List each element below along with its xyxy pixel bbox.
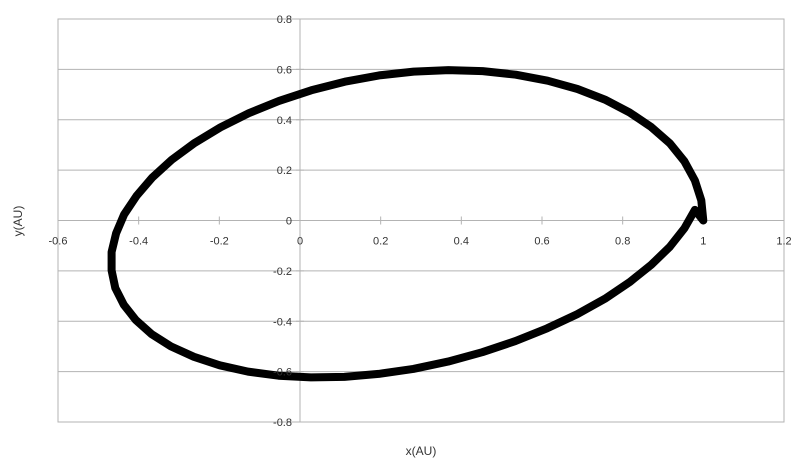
y-tick-label-1: 0.6 <box>277 64 292 76</box>
data-point-0-17 <box>275 97 283 105</box>
data-point-0-29 <box>120 301 128 309</box>
tick-labels: -0.6 -0.4 -0.2 0 0.2 0.4 0.6 0.8 1 1.2 0.8 0.6 0.4 0.… <box>49 14 791 429</box>
data-point-0-42 <box>478 348 486 356</box>
data-point-0-45 <box>573 310 581 318</box>
data-point-0-20 <box>191 139 199 147</box>
data-point-0-41 <box>444 358 452 366</box>
y-axis-title: y(AU) <box>11 206 25 237</box>
data-point-0-5 <box>647 123 655 131</box>
x-tick-label-2: -0.2 <box>210 236 229 248</box>
x-tick-label-0: -0.6 <box>49 236 68 248</box>
data-point-0-36 <box>275 372 283 380</box>
data-point-0-30 <box>132 316 140 324</box>
data-point-0-16 <box>307 86 315 94</box>
y-tick-label-8: -0.8 <box>273 417 292 429</box>
data-point-0-40 <box>409 365 417 373</box>
data-point-0-24 <box>120 210 128 218</box>
data-point-0-8 <box>573 85 581 93</box>
data-point-0-22 <box>148 173 156 181</box>
data-point-0-11 <box>479 67 487 75</box>
x-tick-label-1: -0.4 <box>129 236 148 248</box>
data-point-0-14 <box>375 71 383 79</box>
data-point-0-9 <box>544 77 552 85</box>
data-point-0-12 <box>444 66 452 74</box>
data-point-0-53 <box>699 217 707 224</box>
y-tick-label-3: 0.2 <box>277 165 292 177</box>
data-point-0-28 <box>111 284 119 292</box>
data-series <box>107 66 708 382</box>
data-point-0-49 <box>666 243 674 251</box>
x-tick-label-8: 1 <box>700 236 706 248</box>
data-point-0-47 <box>626 278 634 286</box>
y-tick-label-2: 0.4 <box>277 115 292 127</box>
data-point-0-4 <box>666 139 674 147</box>
grid-lines <box>58 18 784 423</box>
data-point-0-31 <box>148 330 156 338</box>
data-point-0-3 <box>680 157 688 165</box>
data-point-0-46 <box>601 295 609 303</box>
x-axis-title: x(AU) <box>406 444 437 458</box>
data-point-0-35 <box>244 368 252 376</box>
data-point-0-38 <box>340 373 348 381</box>
x-tick-label-9: 1.2 <box>776 236 791 248</box>
data-point-0-23 <box>133 192 141 200</box>
y-tick-label-0: 0.8 <box>277 14 292 26</box>
x-tick-label-5: 0.4 <box>454 236 469 248</box>
data-point-0-26 <box>108 248 116 256</box>
data-point-0-34 <box>216 361 224 369</box>
data-point-0-50 <box>680 224 688 232</box>
data-point-0-6 <box>626 108 634 116</box>
axes <box>57 18 785 423</box>
y-tick-label-7: -0.6 <box>273 367 292 379</box>
data-point-0-37 <box>307 373 315 381</box>
y-tick-label-6: -0.4 <box>273 316 292 328</box>
series-line-0 <box>107 66 708 382</box>
data-point-0-27 <box>108 266 116 274</box>
data-point-0-2 <box>691 176 699 184</box>
data-point-0-15 <box>341 78 349 86</box>
data-point-0-19 <box>217 123 225 131</box>
data-point-0-1 <box>697 196 705 204</box>
data-point-0-43 <box>511 337 519 345</box>
data-point-0-51 <box>691 206 699 214</box>
x-tick-label-7: 0.8 <box>615 236 630 248</box>
data-point-0-48 <box>647 261 655 269</box>
data-point-0-21 <box>168 156 176 164</box>
data-point-0-44 <box>543 324 551 332</box>
x-tick-label-6: 0.6 <box>534 236 549 248</box>
x-tick-label-4: 0.2 <box>373 236 388 248</box>
x-tick-label-3: 0 <box>297 236 303 248</box>
data-point-0-7 <box>601 96 609 104</box>
data-point-0-32 <box>167 342 175 350</box>
data-point-0-33 <box>190 353 198 361</box>
data-point-0-25 <box>112 229 120 237</box>
data-point-0-10 <box>512 71 520 79</box>
y-tick-label-5: -0.2 <box>273 266 292 278</box>
data-point-0-13 <box>410 68 418 76</box>
y-tick-label-4: 0 <box>286 216 292 228</box>
data-point-0-18 <box>245 109 253 117</box>
data-point-0-39 <box>375 370 383 378</box>
